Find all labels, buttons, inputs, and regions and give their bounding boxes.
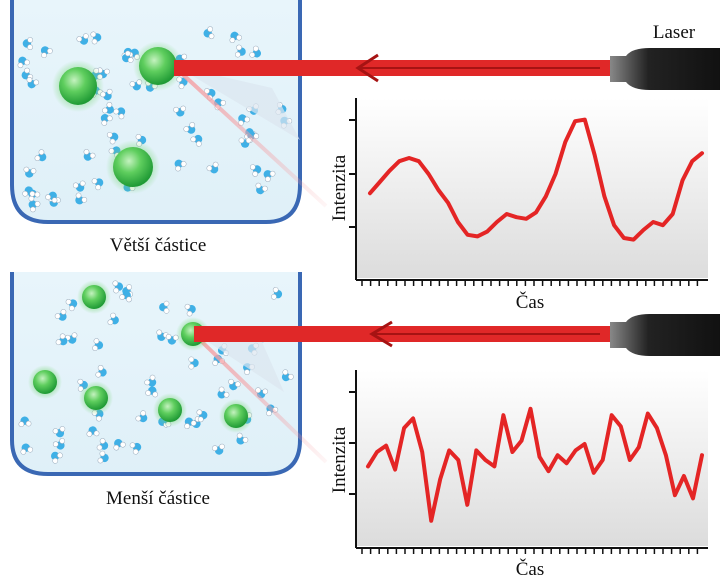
top-scattered-beam (176, 68, 328, 208)
bottom-laser-beam (194, 320, 614, 348)
bottom-y-axis-label: Intenzita (329, 426, 350, 493)
bottom-y-ticks (349, 391, 356, 495)
top-panel: Laser Intenzita Čas Větší částice (10, 0, 720, 313)
bottom-x-ticks (361, 548, 699, 554)
bottom-scattered-beam (196, 336, 328, 464)
top-intensity-series (368, 117, 704, 242)
top-laser-device (610, 48, 720, 90)
top-y-axis-label: Intenzita (329, 154, 350, 221)
top-scatter-cone (176, 66, 300, 140)
top-cuvette (10, 0, 302, 224)
top-x-axis-label: Čas (516, 291, 545, 313)
bottom-chart-background (356, 370, 708, 546)
top-caption: Větší částice (110, 235, 207, 256)
bottom-intensity-series (366, 406, 704, 523)
small-particle (77, 280, 111, 314)
small-particle (219, 399, 253, 433)
top-laser-beam (174, 53, 614, 83)
top-x-ticks (361, 280, 699, 286)
bottom-scatter-cone (196, 334, 284, 392)
small-particle (153, 393, 187, 427)
small-particle (28, 365, 62, 399)
large-particle (133, 41, 183, 91)
large-particle (52, 60, 104, 112)
bottom-caption: Menší částice (106, 488, 210, 509)
laser-label: Laser (653, 22, 696, 43)
top-chart-background (356, 98, 708, 278)
top-particles (52, 41, 183, 194)
bottom-particles (28, 280, 253, 433)
top-intensity-chart: Intenzita Čas (329, 98, 708, 313)
top-y-ticks (349, 119, 356, 228)
large-particle (106, 140, 160, 194)
small-particle (79, 381, 113, 415)
bottom-panel: Intenzita Čas Menší částice (10, 272, 720, 580)
bottom-laser-device (610, 314, 720, 356)
bottom-intensity-chart: Intenzita Čas (329, 370, 708, 580)
bottom-x-axis-label: Čas (516, 558, 545, 580)
